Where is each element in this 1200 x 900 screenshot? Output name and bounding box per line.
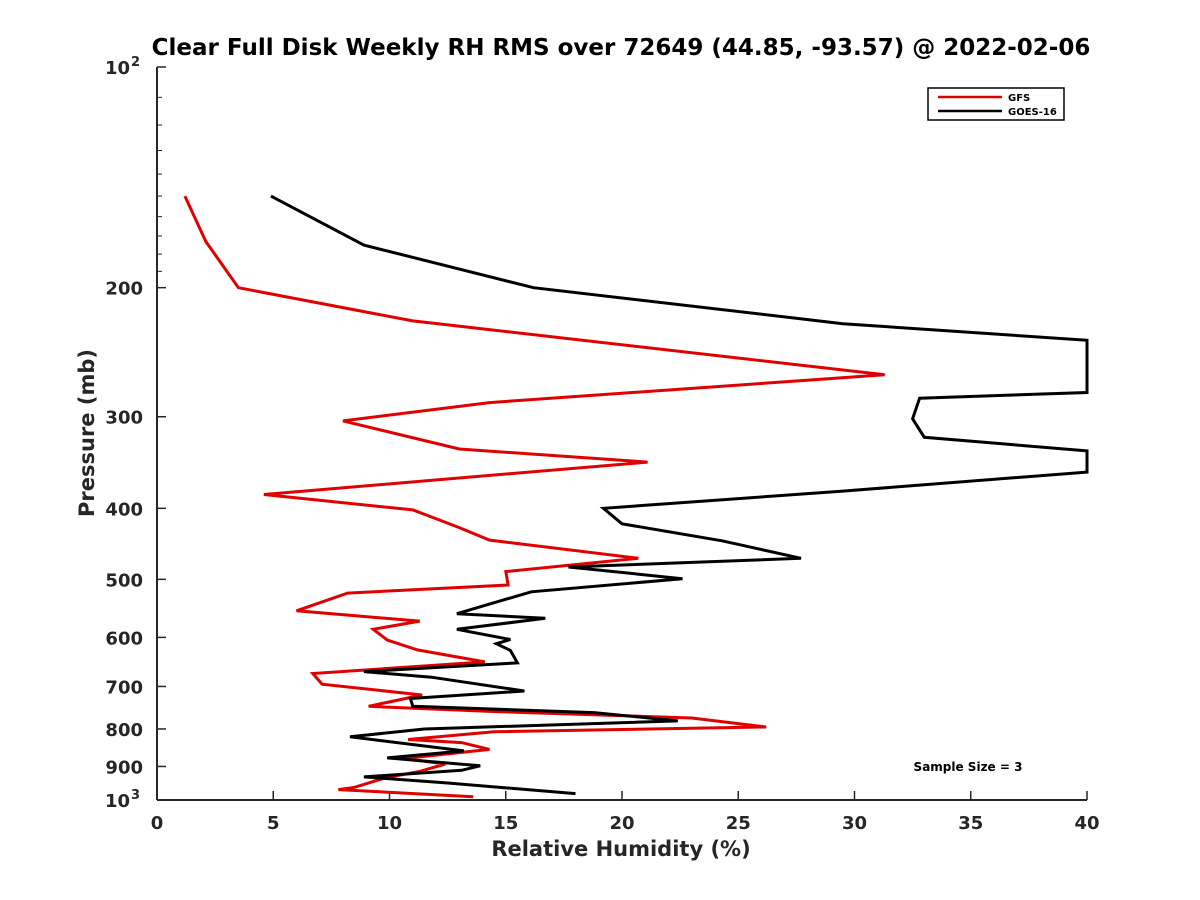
y-tick-label: 10 <box>105 791 130 812</box>
y-tick-label: 700 <box>105 677 143 698</box>
y-tick-label: 600 <box>105 628 143 649</box>
x-tick-label: 5 <box>267 813 280 834</box>
x-tick-label: 0 <box>151 813 164 834</box>
x-axis-label: Relative Humidity (%) <box>491 837 750 861</box>
x-tick-label: 30 <box>842 813 867 834</box>
y-tick-label: 300 <box>105 408 143 429</box>
x-tick-label: 15 <box>493 813 518 834</box>
y-tick-label: 800 <box>105 720 143 741</box>
x-tick-label: 25 <box>726 813 751 834</box>
legend-box <box>927 87 1065 121</box>
x-axis-ticks: 0 5 10 15 20 25 30 35 40 <box>151 791 1100 834</box>
series-layer <box>183 194 1089 799</box>
legend-label-goes16: GOES-16 <box>1008 107 1057 118</box>
y-tick-label: 10 <box>105 58 130 79</box>
legend-label-gfs: GFS <box>1008 93 1030 104</box>
x-tick-label: 20 <box>609 813 634 834</box>
y-tick-exponent: 3 <box>131 788 140 803</box>
x-tick-label: 35 <box>958 813 983 834</box>
y-tick-label: 500 <box>105 570 143 591</box>
chart-title: Clear Full Disk Weekly RH RMS over 72649… <box>152 35 1091 61</box>
y-tick-exponent: 2 <box>131 55 140 70</box>
y-tick-label: 900 <box>105 757 143 778</box>
y-tick-label: 400 <box>105 499 143 520</box>
x-tick-label: 10 <box>377 813 402 834</box>
x-tick-label: 40 <box>1074 813 1099 834</box>
y-tick-label: 200 <box>105 279 143 300</box>
y-axis-label: Pressure (mb) <box>75 349 99 517</box>
legend: GFS GOES-16 <box>927 87 1065 121</box>
sample-size-annotation: Sample Size = 3 <box>914 760 1023 774</box>
series-line-goes-16 <box>270 194 1089 796</box>
